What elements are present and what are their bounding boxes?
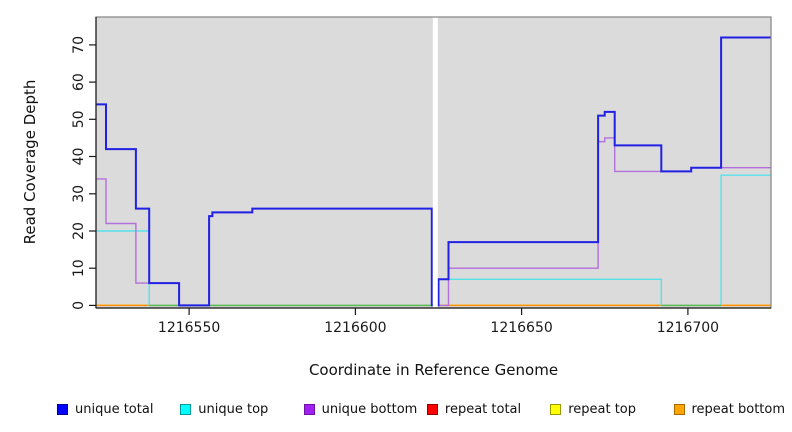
legend-item-unique-top: unique top <box>180 401 268 417</box>
y-tick-label: 0 <box>71 301 87 310</box>
legend-label-unique-bottom: unique bottom <box>321 401 418 417</box>
unique-top-swatch-icon <box>180 403 192 415</box>
legend-item-unique-total: unique total <box>57 401 153 417</box>
legend-item-repeat-total: repeat total <box>426 401 522 417</box>
y-axis-title: Read Coverage Depth <box>21 79 39 245</box>
y-tick-label: 60 <box>71 73 87 91</box>
y-tick-label: 10 <box>71 259 87 277</box>
x-axis-title: Coordinate in Reference Genome <box>308 361 559 379</box>
legend-label-unique-top: unique top <box>198 401 269 417</box>
y-tick-label: 40 <box>71 148 87 166</box>
repeat-bottom-swatch-icon <box>673 403 685 415</box>
legend-item-unique-bottom: unique bottom <box>303 401 418 417</box>
unique-bottom-swatch-icon <box>303 403 315 415</box>
y-tick-label: 30 <box>71 185 87 203</box>
unique-total-swatch-icon <box>57 403 68 415</box>
repeat-total-swatch-icon <box>426 403 438 415</box>
legend-label-repeat-bottom: repeat bottom <box>691 401 786 417</box>
x-tick-label: 1216600 <box>324 320 386 336</box>
legend: unique total unique top unique bottom repea… <box>0 401 792 421</box>
x-tick-label: 1216650 <box>490 320 552 336</box>
y-tick-label: 20 <box>71 222 87 240</box>
legend-label-repeat-top: repeat top <box>568 401 636 417</box>
x-tick-label: 1216550 <box>158 320 220 336</box>
legend-item-repeat-top: repeat top <box>550 401 636 417</box>
legend-label-unique-total: unique total <box>75 401 154 417</box>
repeat-top-swatch-icon <box>550 403 562 415</box>
y-tick-label: 50 <box>71 110 87 128</box>
legend-item-repeat-bottom: repeat bottom <box>673 401 786 417</box>
legend-label-repeat-total: repeat total <box>444 401 522 417</box>
x-tick-label: 1216700 <box>657 320 719 336</box>
y-tick-label: 70 <box>71 36 87 54</box>
no-data-gap <box>432 17 438 308</box>
